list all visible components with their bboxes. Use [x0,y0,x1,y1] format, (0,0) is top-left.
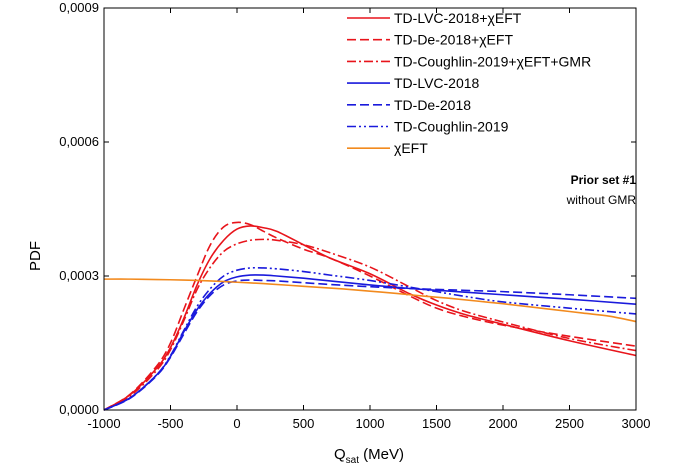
x-axis-title: Qsat (MeV) [334,446,404,466]
series-line-6 [103,266,637,411]
x-tick-label: 0 [233,416,240,431]
series-line-5 [103,279,637,411]
y-tick-label: 0,0006 [59,134,99,149]
series-line-7 [103,278,637,323]
series-line-1 [103,225,637,411]
series-line-2 [103,221,637,411]
legend-label-2: TD-De-2018+χEFT [394,32,513,48]
legend-label-7: χEFT [394,140,428,156]
legend: TD-LVC-2018+χEFT TD-De-2018+χEFT TD-Coughl… [347,10,591,156]
series-lines [103,221,637,411]
annotation-subtitle: without GMR [566,193,637,207]
legend-label-4: TD-LVC-2018 [394,75,480,91]
x-tick-label: 500 [293,416,315,431]
x-axis-title-main: Q [334,446,346,463]
legend-label-1: TD-LVC-2018+χEFT [394,10,522,26]
x-axis-title-unit: (MeV) [359,446,404,463]
annotation-title: Prior set #1 [571,173,637,187]
x-tick-label: 3000 [622,416,651,431]
y-tick-label: 0,0000 [59,402,99,417]
y-tick-label: 0,0003 [59,268,99,283]
series-line-3 [103,238,637,411]
x-tick-label: 1500 [422,416,451,431]
x-tick-label: -1000 [87,416,120,431]
x-tick-label: -500 [157,416,183,431]
x-tick-label: 1000 [356,416,385,431]
y-tick-label: 0,0009 [59,0,99,15]
x-axis-title-subscript: sat [346,455,360,466]
axis-ticks: -1000 -500 0 500 1000 1500 2000 2500 3000 0,0000 0… [59,0,650,431]
legend-label-6: TD-Coughlin-2019 [394,119,509,135]
y-axis-title: PDF [27,241,44,271]
legend-label-3: TD-Coughlin-2019+χEFT+GMR [394,53,591,69]
x-tick-label: 2500 [555,416,584,431]
x-tick-label: 2000 [489,416,518,431]
legend-label-5: TD-De-2018 [394,97,471,113]
